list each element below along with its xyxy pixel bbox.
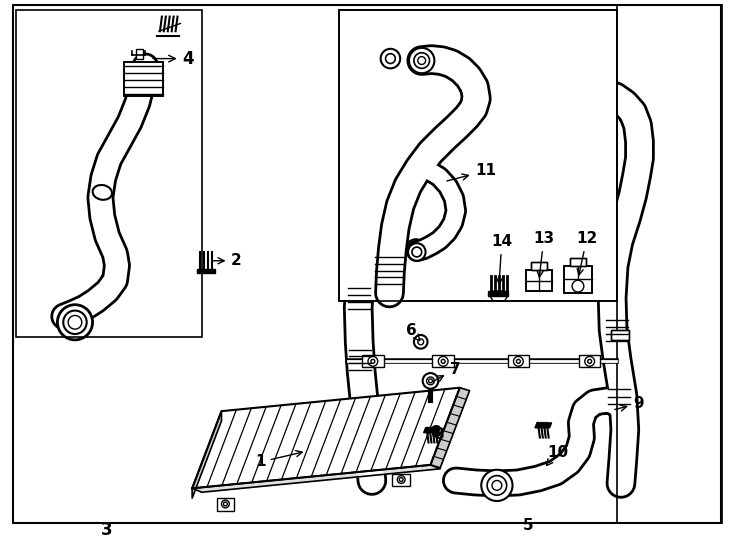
- Text: 3: 3: [101, 521, 112, 538]
- Circle shape: [423, 373, 438, 389]
- Text: 8: 8: [430, 425, 440, 440]
- Circle shape: [368, 356, 378, 366]
- Circle shape: [381, 49, 400, 69]
- Circle shape: [438, 356, 448, 366]
- Bar: [570, 258, 586, 266]
- Text: 4: 4: [153, 50, 194, 68]
- Bar: [526, 269, 551, 291]
- Bar: [617, 5, 722, 523]
- Text: 5: 5: [523, 518, 534, 532]
- Circle shape: [397, 476, 405, 483]
- Polygon shape: [197, 268, 214, 273]
- Polygon shape: [488, 291, 508, 296]
- Polygon shape: [424, 428, 440, 433]
- Circle shape: [408, 243, 426, 261]
- Bar: [579, 355, 600, 367]
- Text: 7: 7: [433, 362, 461, 381]
- Bar: [531, 262, 547, 269]
- Bar: [124, 62, 163, 96]
- Text: 13: 13: [533, 231, 554, 277]
- Text: 1: 1: [255, 450, 302, 469]
- Polygon shape: [535, 423, 551, 428]
- Circle shape: [222, 500, 229, 508]
- Text: 11: 11: [447, 164, 496, 181]
- Ellipse shape: [92, 185, 112, 200]
- Circle shape: [572, 280, 584, 292]
- Bar: [362, 355, 384, 367]
- Text: 2: 2: [211, 253, 242, 268]
- Bar: [531, 262, 547, 269]
- Polygon shape: [192, 411, 222, 498]
- Bar: [217, 498, 234, 511]
- Text: 12: 12: [576, 231, 597, 275]
- Bar: [338, 10, 617, 301]
- Bar: [136, 49, 143, 59]
- Bar: [393, 474, 410, 487]
- Text: 8: 8: [433, 427, 443, 442]
- Circle shape: [406, 239, 426, 259]
- Bar: [432, 355, 454, 367]
- Bar: [16, 10, 202, 337]
- Circle shape: [414, 335, 427, 349]
- Circle shape: [57, 305, 92, 340]
- Bar: [564, 266, 592, 293]
- Bar: [338, 10, 617, 301]
- Text: 9: 9: [615, 396, 644, 411]
- Bar: [564, 266, 592, 293]
- Bar: [526, 269, 551, 291]
- Circle shape: [585, 356, 595, 366]
- Text: 14: 14: [491, 234, 512, 284]
- Bar: [124, 62, 163, 96]
- Polygon shape: [430, 388, 470, 468]
- Bar: [570, 258, 586, 266]
- Text: 10: 10: [547, 444, 568, 465]
- Circle shape: [409, 48, 435, 73]
- Bar: [611, 330, 629, 340]
- Bar: [508, 355, 529, 367]
- Bar: [611, 330, 629, 340]
- Polygon shape: [192, 465, 440, 492]
- Circle shape: [482, 470, 512, 501]
- Polygon shape: [192, 388, 459, 488]
- Text: 6: 6: [406, 322, 420, 341]
- Circle shape: [514, 356, 523, 366]
